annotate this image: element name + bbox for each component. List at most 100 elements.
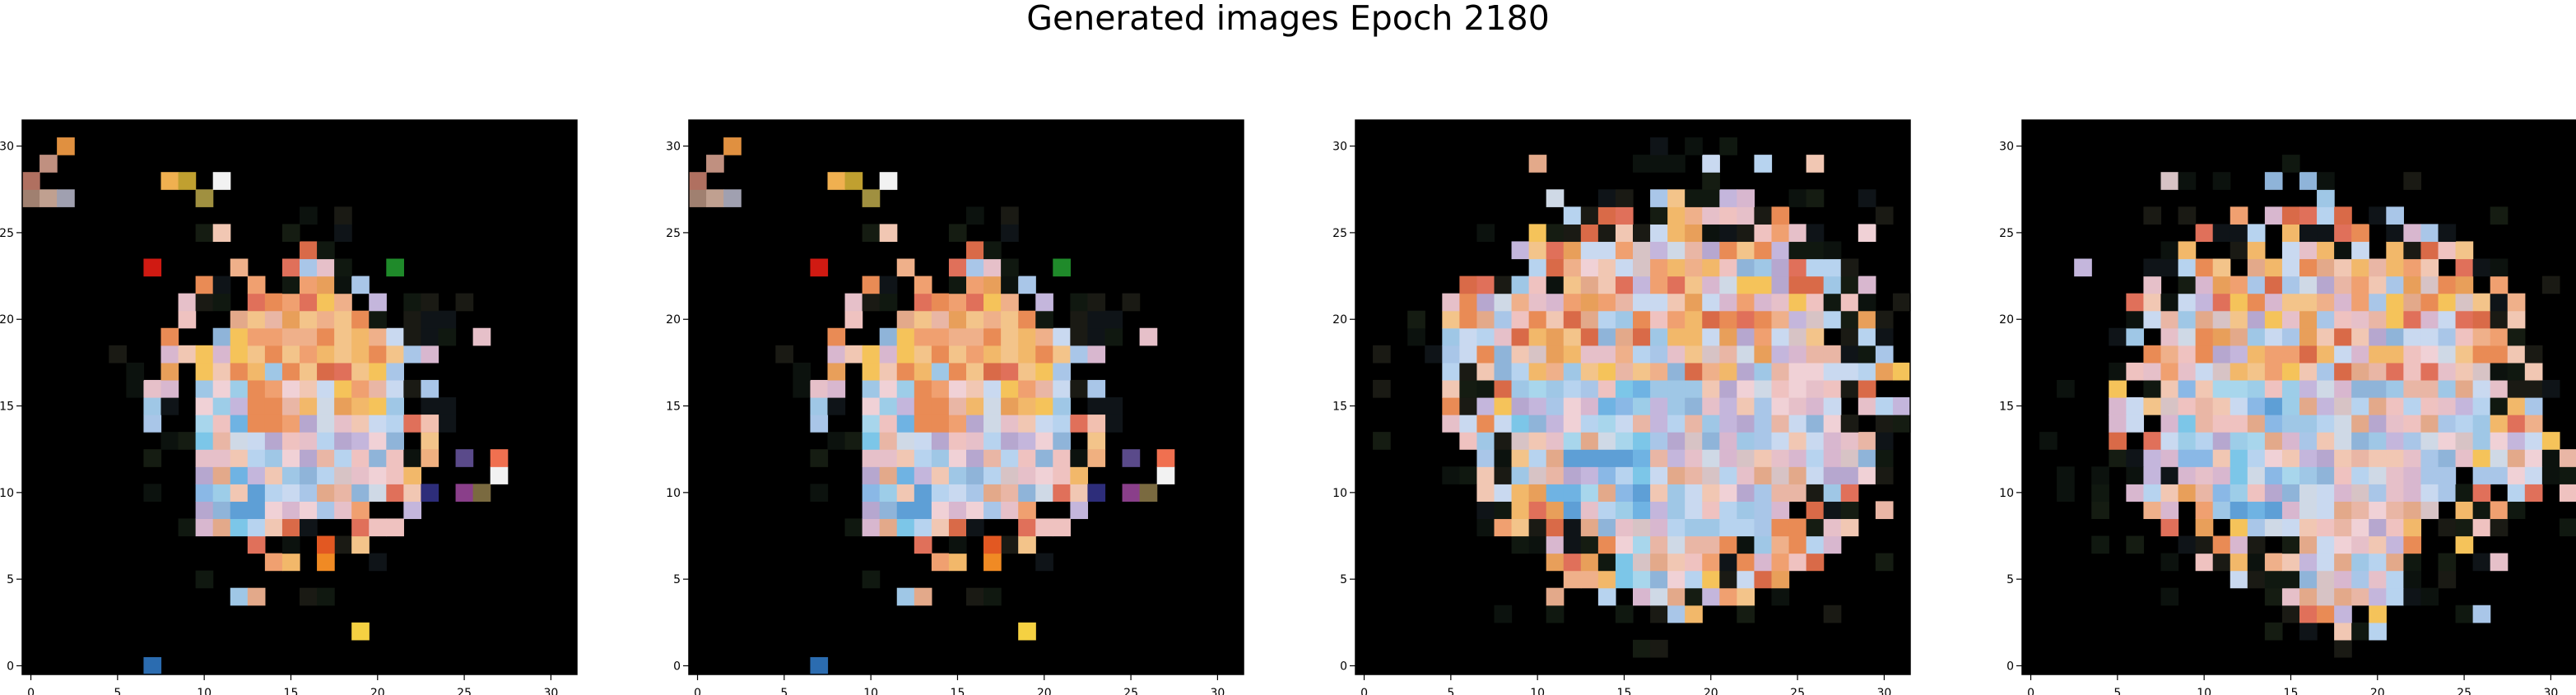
pixel xyxy=(2178,345,2197,364)
pixel xyxy=(2212,501,2231,520)
pixel xyxy=(1650,535,1668,554)
pixel xyxy=(143,484,162,502)
pixel xyxy=(2369,466,2387,484)
pixel xyxy=(2281,466,2300,484)
pixel xyxy=(247,397,266,415)
pixel xyxy=(862,415,881,433)
pixel xyxy=(983,501,1002,520)
pixel xyxy=(983,258,1002,277)
pixel xyxy=(948,553,967,572)
pixel xyxy=(1035,466,1053,484)
pixel xyxy=(2195,258,2214,277)
pixel xyxy=(1597,241,1616,260)
pixel xyxy=(948,310,967,329)
pixel xyxy=(2091,466,2109,484)
pixel xyxy=(896,466,915,484)
pixel xyxy=(455,293,474,312)
pixel xyxy=(2351,224,2369,243)
pixel xyxy=(2420,327,2439,346)
pixel xyxy=(1156,466,1175,484)
pixel xyxy=(1754,501,1773,520)
pixel xyxy=(281,432,300,450)
pixel xyxy=(2178,535,2197,554)
pixel xyxy=(1528,276,1547,294)
y-tick-label: 30 xyxy=(666,141,681,154)
pixel xyxy=(1650,155,1668,173)
pixel xyxy=(1597,518,1616,537)
pixel xyxy=(2369,276,2387,294)
pixel xyxy=(2334,206,2352,225)
pixel xyxy=(2524,397,2543,415)
pixel xyxy=(1892,362,1911,381)
pixel xyxy=(879,415,898,433)
pixel xyxy=(2160,466,2179,484)
pixel xyxy=(300,327,318,346)
pixel xyxy=(2507,379,2526,398)
pixel xyxy=(1650,397,1668,415)
pixel xyxy=(1511,518,1530,537)
pixel xyxy=(2195,484,2214,502)
pixel xyxy=(421,432,439,450)
pixel xyxy=(2317,224,2335,243)
pixel xyxy=(983,345,1002,364)
pixel xyxy=(1685,189,1703,207)
pixel xyxy=(1546,397,1565,415)
pixel xyxy=(931,345,950,364)
y-tick-label: 0 xyxy=(7,660,14,673)
pixel xyxy=(862,518,881,537)
pixel xyxy=(1615,501,1634,520)
pixel xyxy=(879,379,898,398)
y-tick-label: 10 xyxy=(0,487,14,500)
pixel xyxy=(1788,189,1807,207)
pixel xyxy=(2403,553,2422,572)
pixel xyxy=(1667,518,1686,537)
pixel xyxy=(2334,501,2352,520)
pixel xyxy=(1615,415,1634,433)
x-tick-label: 15 xyxy=(951,687,965,695)
pixel xyxy=(351,535,370,554)
pixel xyxy=(195,345,214,364)
pixel xyxy=(1737,189,1755,207)
pixel xyxy=(1702,466,1720,484)
pixel xyxy=(879,518,898,537)
pixel xyxy=(2230,397,2248,415)
x-tick-label: 15 xyxy=(2284,687,2299,695)
pixel-layer xyxy=(1373,137,1911,658)
pixel xyxy=(1597,432,1616,450)
pixel xyxy=(1667,432,1686,450)
pixel xyxy=(879,172,898,190)
pixel xyxy=(914,276,932,294)
pixel xyxy=(2281,379,2300,398)
pixel xyxy=(317,415,335,433)
pixel xyxy=(1650,224,1668,243)
pixel xyxy=(2247,293,2266,312)
pixel xyxy=(2490,276,2509,294)
pixel xyxy=(334,432,352,450)
pixel xyxy=(2386,293,2404,312)
pixel xyxy=(2403,362,2422,381)
pixel xyxy=(2455,449,2474,467)
pixel xyxy=(1719,535,1737,554)
pixel xyxy=(1494,327,1513,346)
pixel xyxy=(195,362,214,381)
pixel xyxy=(2264,432,2283,450)
pixel xyxy=(2264,449,2283,467)
pixel xyxy=(1892,397,1911,415)
pixel xyxy=(844,518,863,537)
pixel xyxy=(2386,587,2404,606)
pixel xyxy=(1685,501,1703,520)
pixel xyxy=(914,397,932,415)
pixel xyxy=(212,276,231,294)
pixel xyxy=(1771,379,1790,398)
pixel xyxy=(1511,310,1530,329)
pixel xyxy=(1788,415,1807,433)
pixel xyxy=(264,327,283,346)
pixel xyxy=(1442,397,1460,415)
pixel xyxy=(1806,553,1825,572)
pixel xyxy=(1633,553,1651,572)
pixel xyxy=(1087,293,1106,312)
pixel xyxy=(983,310,1002,329)
pixel xyxy=(264,449,283,467)
pixel xyxy=(1018,518,1036,537)
